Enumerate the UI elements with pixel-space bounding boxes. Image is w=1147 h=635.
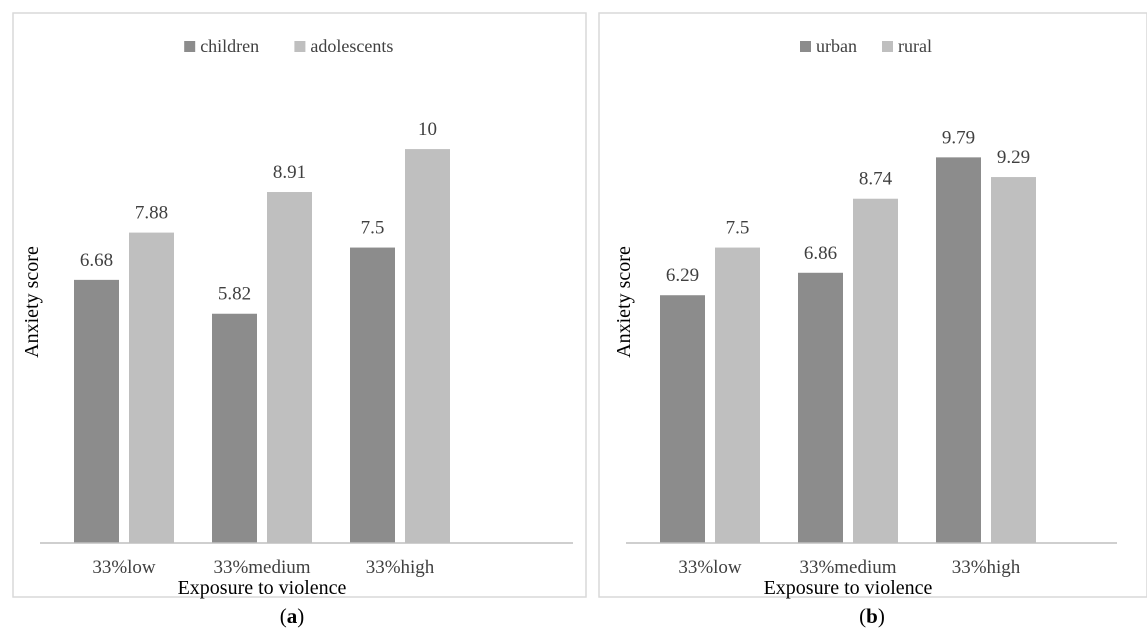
data-label: 10 [418,119,437,140]
x-tick-label: 33%low [92,557,156,578]
bar-adolescents-2 [405,149,450,543]
bar-rural-1 [853,198,898,543]
legend-swatch-adolescents [294,41,306,52]
x-axis-title: Exposure to violence [764,577,933,599]
legend-label: children [200,36,259,56]
x-axis-title: Exposure to violence [178,577,347,599]
bar-children-2 [350,247,395,543]
data-label: 7.88 [135,203,168,224]
chart-panel-a: 6.68 5.82 7.5 7.88 8.91 10 33%low 33%medium 33%h… [12,12,587,628]
legend-label: rural [898,36,932,56]
x-tick-label: 33%medium [213,557,310,578]
bar-urban-0 [660,295,705,543]
bar-children-0 [74,279,119,543]
legend-swatch-rural [882,41,893,52]
data-label: 8.74 [859,169,893,190]
bar-children-1 [212,313,257,543]
panel-label: (b) [859,604,885,628]
data-label: 7.5 [361,218,385,239]
x-tick-label: 33%high [366,557,435,578]
y-axis-title: Anxiety score [21,246,43,358]
bar-adolescents-0 [129,232,174,543]
bar-adolescents-1 [267,192,312,543]
data-label: 6.68 [80,250,113,271]
data-label: 6.86 [804,243,837,264]
x-tick-label: 33%medium [799,557,896,578]
data-label: 7.5 [726,218,750,239]
chart-panel-b: 6.29 6.86 9.79 7.5 8.74 9.29 33%low 33%medium 33… [598,12,1147,628]
data-label: 8.91 [273,162,306,183]
data-label: 5.82 [218,284,251,305]
legend-label: urban [816,36,857,56]
bar-rural-2 [991,177,1036,543]
x-tick-label: 33%low [678,557,742,578]
data-label: 6.29 [666,265,699,286]
bar-urban-2 [936,157,981,543]
legend-label: adolescents [310,36,393,56]
panel-label: (a) [280,604,305,628]
legend-swatch-urban [800,41,811,52]
y-axis-title: Anxiety score [613,246,635,358]
x-tick-label: 33%high [952,557,1021,578]
data-label: 9.29 [997,147,1030,168]
data-label: 9.79 [942,127,975,148]
legend-swatch-children [184,41,196,52]
bar-urban-1 [798,272,843,543]
bar-rural-0 [715,247,760,543]
